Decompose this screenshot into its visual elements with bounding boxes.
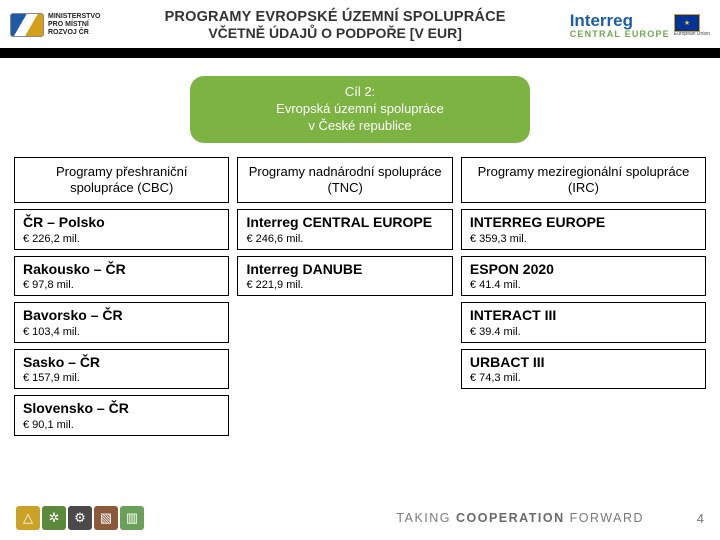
column-header: Programy meziregionální spolupráce (IRC) [461, 157, 706, 204]
program-cell: Rakousko – ČR € 97,8 mil. [14, 256, 229, 297]
header: MINISTERSTVO PRO MÍSTNÍ ROZVOJ ČR PROGRA… [0, 0, 720, 48]
footer: △ ✲ ⚙ ▧ ▥ TAKING COOPERATION FORWARD 4 [0, 506, 720, 530]
goal-line: Cíl 2: [202, 84, 518, 101]
divider-bar [0, 48, 720, 58]
badge-icon: ▥ [120, 506, 144, 530]
footer-badges: △ ✲ ⚙ ▧ ▥ [16, 506, 144, 530]
program-name: Interreg DANUBE [246, 261, 443, 279]
program-cell: ESPON 2020 € 41.4 mil. [461, 256, 706, 297]
program-amount: € 359,3 mil. [470, 233, 697, 245]
title-line-1: PROGRAMY EVROPSKÉ ÚZEMNÍ SPOLUPRÁCE [105, 9, 566, 25]
ministry-line: MINISTERSTVO [48, 13, 101, 21]
goal-line: Evropská územní spolupráce [202, 101, 518, 118]
program-name: Slovensko – ČR [23, 400, 220, 418]
program-cell: INTERREG EUROPE € 359,3 mil. [461, 209, 706, 250]
program-name: URBACT III [470, 354, 697, 372]
goal-line: v České republice [202, 118, 518, 135]
ministry-line: PRO MÍSTNÍ [48, 21, 101, 29]
tagline-pre: TAKING [396, 511, 456, 525]
program-cell: Sasko – ČR € 157,9 mil. [14, 349, 229, 390]
columns: Programy přeshraniční spolupráce (CBC) Č… [14, 157, 706, 442]
ministry-logo: MINISTERSTVO PRO MÍSTNÍ ROZVOJ ČR [10, 13, 101, 37]
interreg-logo-text: Interreg [570, 12, 670, 29]
column-irc: Programy meziregionální spolupráce (IRC)… [461, 157, 706, 442]
program-amount: € 90,1 mil. [23, 419, 220, 431]
interreg-logo-block: Interreg CENTRAL EUROPE European Union [570, 12, 710, 39]
program-cell: Interreg CENTRAL EUROPE € 246,6 mil. [237, 209, 452, 250]
eu-flag-icon [674, 14, 700, 32]
badge-icon: ✲ [42, 506, 66, 530]
program-cell: Bavorsko – ČR € 103,4 mil. [14, 302, 229, 343]
program-amount: € 97,8 mil. [23, 279, 220, 291]
column-cbc: Programy přeshraniční spolupráce (CBC) Č… [14, 157, 229, 442]
goal-box: Cíl 2: Evropská územní spolupráce v Česk… [190, 76, 530, 143]
program-cell: Interreg DANUBE € 221,9 mil. [237, 256, 452, 297]
program-amount: € 246,6 mil. [246, 233, 443, 245]
footer-tagline: TAKING COOPERATION FORWARD [396, 511, 644, 525]
ministry-line: ROZVOJ ČR [48, 29, 101, 37]
eu-caption: European Union [674, 32, 710, 37]
ministry-text: MINISTERSTVO PRO MÍSTNÍ ROZVOJ ČR [48, 13, 101, 37]
column-header: Programy nadnárodní spolupráce (TNC) [237, 157, 452, 204]
program-amount: € 226,2 mil. [23, 233, 220, 245]
program-amount: € 157,9 mil. [23, 372, 220, 384]
title-line-2: VČETNĚ ÚDAJŮ O PODPOŘE [V EUR] [105, 25, 566, 41]
column-tnc: Programy nadnárodní spolupráce (TNC) Int… [237, 157, 452, 442]
program-cell: Slovensko – ČR € 90,1 mil. [14, 395, 229, 436]
program-cell: ČR – Polsko € 226,2 mil. [14, 209, 229, 250]
program-name: Sasko – ČR [23, 354, 220, 372]
program-name: ESPON 2020 [470, 261, 697, 279]
program-name: INTERACT III [470, 307, 697, 325]
program-cell: INTERACT III € 39.4 mil. [461, 302, 706, 343]
column-header: Programy přeshraniční spolupráce (CBC) [14, 157, 229, 204]
tagline-post: FORWARD [565, 511, 644, 525]
program-name: ČR – Polsko [23, 214, 220, 232]
program-amount: € 74,3 mil. [470, 372, 697, 384]
program-name: Rakousko – ČR [23, 261, 220, 279]
interreg-subtext: CENTRAL EUROPE [570, 29, 670, 39]
content: Cíl 2: Evropská územní spolupráce v Česk… [0, 58, 720, 442]
program-amount: € 39.4 mil. [470, 326, 697, 338]
page-number: 4 [668, 511, 704, 526]
tagline-bold: COOPERATION [456, 511, 565, 525]
program-name: Interreg CENTRAL EUROPE [246, 214, 443, 232]
program-name: INTERREG EUROPE [470, 214, 697, 232]
badge-icon: ⚙ [68, 506, 92, 530]
program-amount: € 41.4 mil. [470, 279, 697, 291]
program-name: Bavorsko – ČR [23, 307, 220, 325]
ministry-flag-icon [10, 13, 44, 37]
program-cell: URBACT III € 74,3 mil. [461, 349, 706, 390]
badge-icon: ▧ [94, 506, 118, 530]
program-amount: € 221,9 mil. [246, 279, 443, 291]
program-amount: € 103,4 mil. [23, 326, 220, 338]
badge-icon: △ [16, 506, 40, 530]
page-title: PROGRAMY EVROPSKÉ ÚZEMNÍ SPOLUPRÁCE VČET… [101, 9, 570, 41]
